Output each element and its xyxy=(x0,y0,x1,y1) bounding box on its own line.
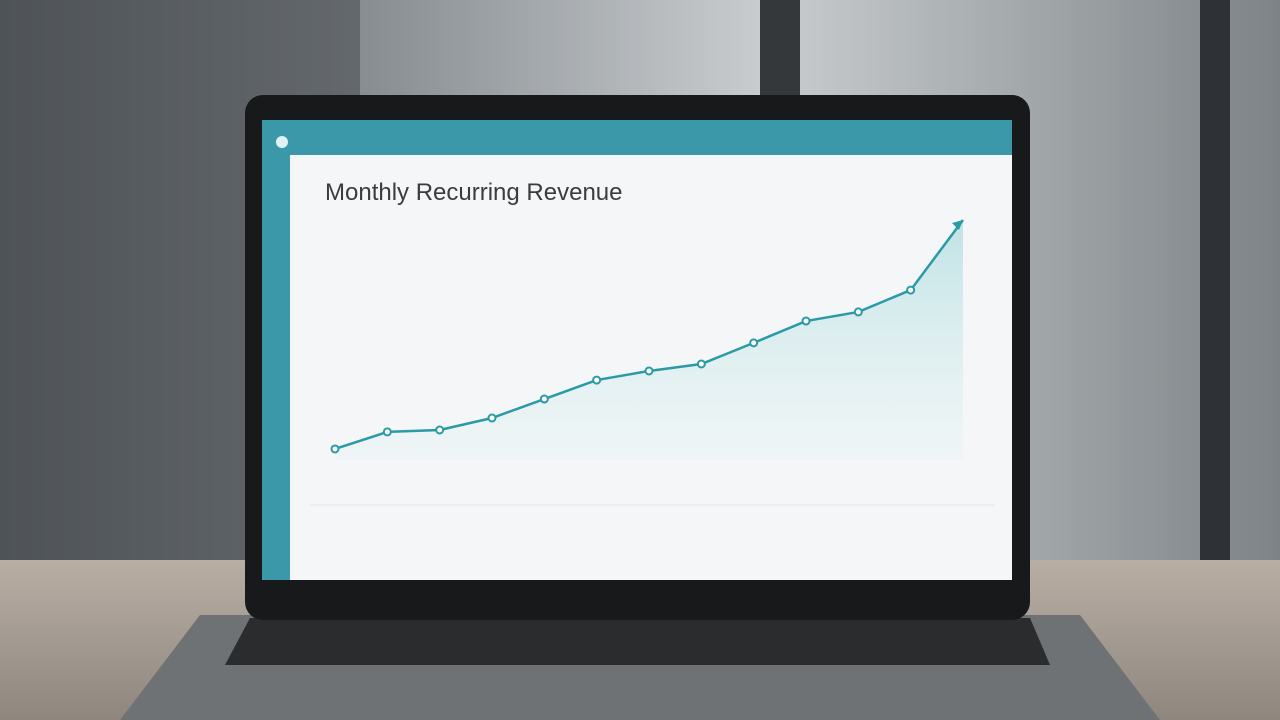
keyboard xyxy=(225,618,1050,665)
chart-title: Monthly Recurring Revenue xyxy=(325,179,622,206)
sidebar xyxy=(262,155,290,580)
point xyxy=(801,316,811,326)
plot xyxy=(330,219,965,460)
point xyxy=(435,425,445,435)
app-icon xyxy=(276,136,288,148)
point xyxy=(382,427,392,437)
point xyxy=(696,359,706,369)
point xyxy=(330,444,340,454)
window-frame xyxy=(760,0,800,110)
window-frame xyxy=(1200,0,1230,560)
point xyxy=(906,285,916,295)
top-bar xyxy=(262,120,1012,155)
point xyxy=(853,307,863,317)
point xyxy=(487,413,497,423)
point xyxy=(539,394,549,404)
point xyxy=(592,375,602,385)
point xyxy=(749,338,759,348)
point xyxy=(644,366,654,376)
area xyxy=(335,220,963,460)
arrow-head xyxy=(952,220,963,230)
